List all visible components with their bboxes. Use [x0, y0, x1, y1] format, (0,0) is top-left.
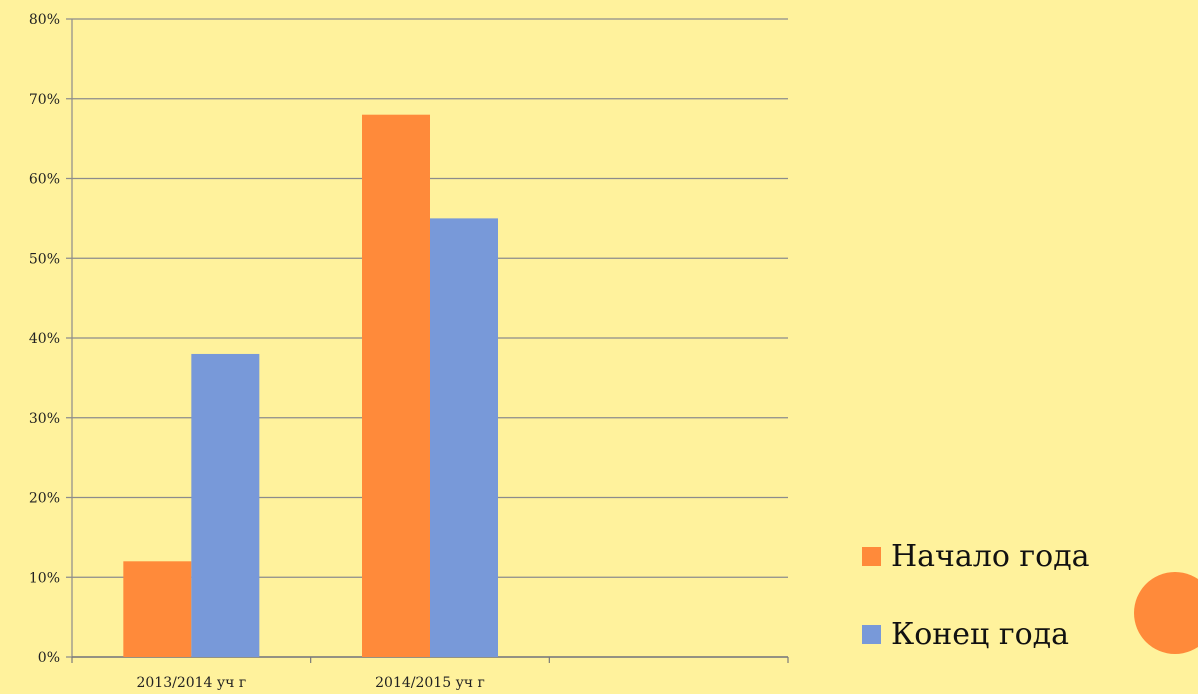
legend-label-start: Начало года [891, 538, 1090, 574]
y-tick-label: 50% [29, 251, 60, 267]
y-tick-label: 40% [29, 331, 60, 347]
y-tick-label: 20% [29, 491, 60, 507]
y-tick-label: 60% [29, 172, 60, 188]
legend-label-end: Конец года [891, 616, 1069, 652]
bar-start-1 [123, 561, 192, 657]
legend: Начало года Конец года [862, 536, 1090, 692]
decorative-circle [1134, 572, 1198, 654]
legend-swatch-start [862, 546, 881, 566]
bar-start-2 [362, 114, 430, 657]
legend-item-start: Начало года [862, 536, 1090, 576]
y-tick-label: 10% [29, 570, 60, 586]
y-tick-label: 80% [29, 12, 60, 28]
bar-end-2 [430, 218, 498, 657]
legend-item-end: Конец года [862, 614, 1090, 654]
y-tick-label: 70% [29, 92, 60, 108]
x-category-label: 2014/2015 уч г [375, 675, 485, 691]
y-tick-label: 0% [38, 650, 60, 666]
y-tick-label: 30% [29, 411, 60, 427]
legend-swatch-end [862, 624, 881, 644]
bar-end-1 [191, 353, 260, 657]
bar-chart: 0% 10% 20% 30% 40% 50% 60% 70% 80% 2013/2014 уч г… [29, 12, 789, 691]
x-category-label: 2013/2014 уч г [136, 675, 246, 691]
